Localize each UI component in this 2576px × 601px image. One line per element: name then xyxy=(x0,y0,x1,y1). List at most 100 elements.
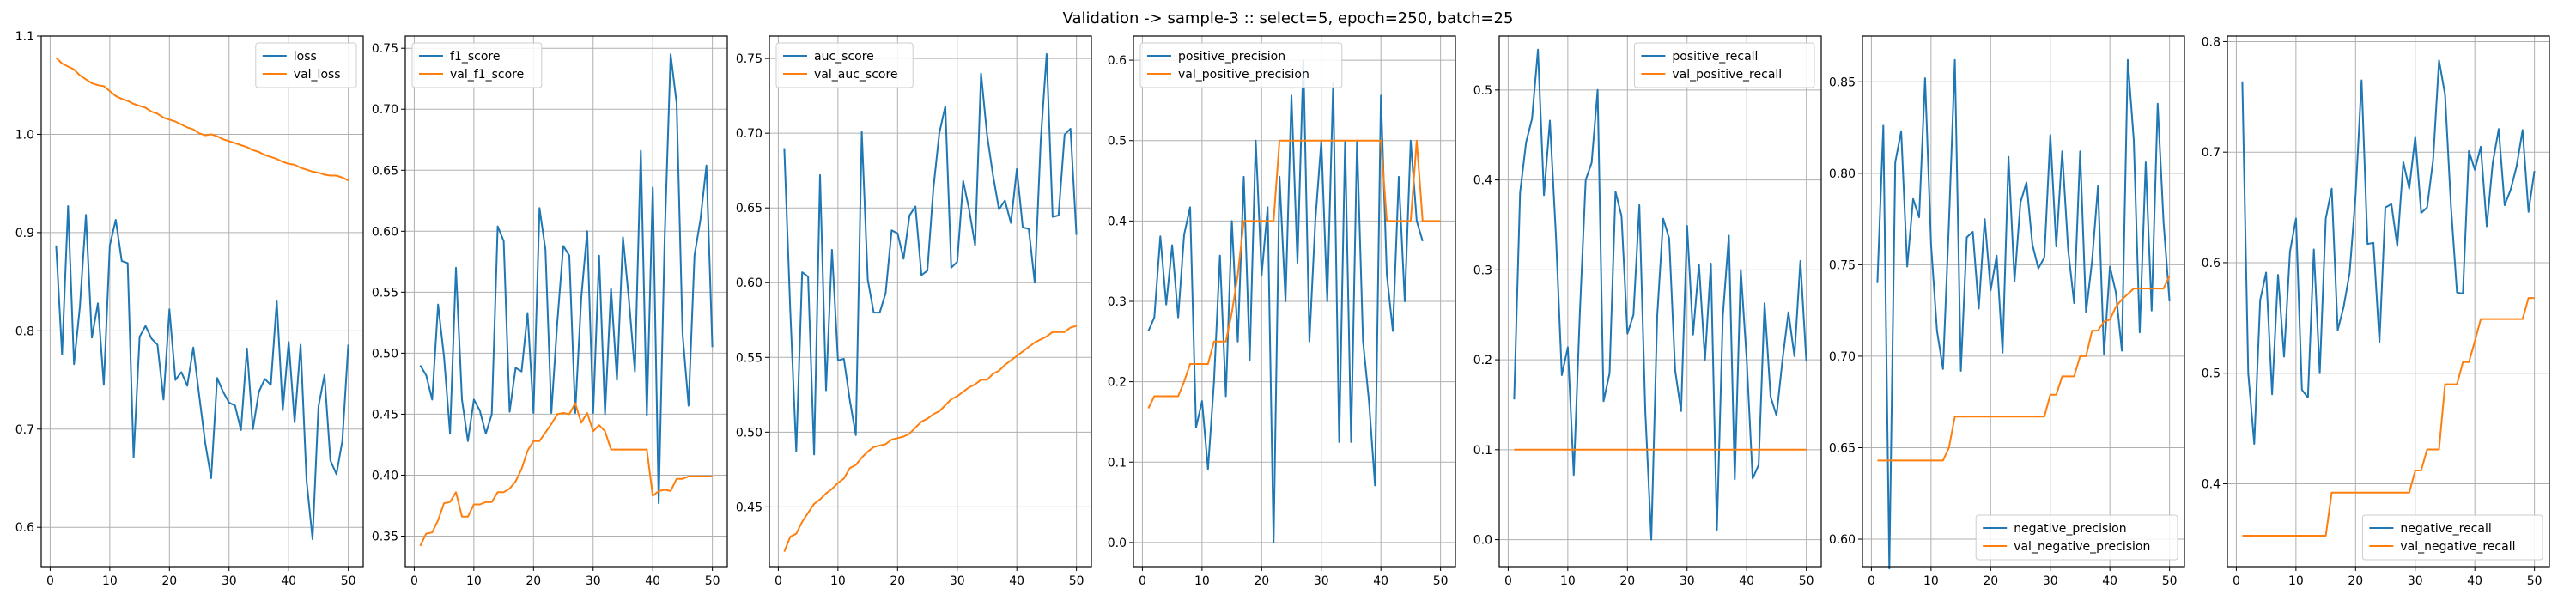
y-tick-label: 0.55 xyxy=(736,351,762,365)
x-tick-label: 20 xyxy=(1983,574,1998,588)
legend-label: f1_score xyxy=(450,50,500,64)
chart-panel-4: 0 10 20 30 40 50 0.0 0.1 0.2 0.3 0.4 0.5 0.6 positive… xyxy=(1108,35,1456,588)
y-tick-label: 0.70 xyxy=(1829,350,1856,364)
y-tick-label: 0.35 xyxy=(372,530,398,543)
legend-box xyxy=(1633,42,1815,88)
x-tick-label: 20 xyxy=(890,574,905,588)
y-tick-label: 0.60 xyxy=(372,225,398,239)
x-tick-label: 40 xyxy=(645,574,660,588)
y-tick-label: 0.40 xyxy=(372,469,398,483)
x-tick-label: 0 xyxy=(410,574,418,588)
legend-box xyxy=(1139,42,1343,88)
x-tick-label: 30 xyxy=(2043,574,2058,588)
y-tick-label: 0.6 xyxy=(2202,257,2221,270)
y-tick-label: 0.2 xyxy=(1108,376,1127,390)
legend-label: positive_recall xyxy=(1672,50,1758,64)
series-line-loss xyxy=(55,205,349,540)
x-tick-label: 10 xyxy=(2288,574,2304,588)
x-tick-label: 20 xyxy=(161,574,177,588)
x-tick-label: 0 xyxy=(46,574,54,588)
series-line-f1-score xyxy=(419,53,714,505)
series-line-val-loss xyxy=(55,57,349,182)
chart-panel-5: 0 10 20 30 40 50 0.0 0.1 0.2 0.3 0.4 0.5 positive_re… xyxy=(1473,35,1822,588)
legend-label: val_negative_recall xyxy=(2400,540,2515,554)
legend-label: positive_precision xyxy=(1178,50,1285,64)
legend: f1_score val_f1_score xyxy=(411,42,543,88)
legend: positive_precision val_positive_precision xyxy=(1139,42,1343,88)
x-tick-label: 50 xyxy=(705,574,720,588)
figure-title: Validation -> sample-3 :: select=5, epoc… xyxy=(1063,9,1514,27)
legend-label: val_loss xyxy=(294,68,341,82)
y-tick-label: 0.50 xyxy=(372,347,398,361)
x-tick-label: 0 xyxy=(2233,574,2240,588)
axes-frame xyxy=(1862,35,2185,568)
axes-frame xyxy=(40,35,364,568)
legend-label: loss xyxy=(294,50,317,64)
chart-panel-6: 0 10 20 30 40 50 0.60 0.65 0.70 0.75 0.80 0.85 negat… xyxy=(1829,35,2185,588)
series-line-val-auc-score xyxy=(783,325,1077,552)
x-tick-label: 0 xyxy=(1504,574,1512,588)
series-line-val-positive-precision xyxy=(1147,139,1441,409)
y-tick-label: 0.70 xyxy=(736,127,762,141)
series-line-positive-recall xyxy=(1513,48,1807,541)
legend: positive_recall val_positive_recall xyxy=(1633,42,1815,88)
x-tick-label: 30 xyxy=(586,574,601,588)
y-tick-label: 0.55 xyxy=(372,286,398,300)
legend-label: val_auc_score xyxy=(814,68,898,82)
y-tick-label: 0.4 xyxy=(1473,174,1492,188)
y-tick-label: 0.75 xyxy=(1829,258,1856,272)
x-tick-label: 30 xyxy=(1314,574,1329,588)
y-tick-label: 0.0 xyxy=(1108,537,1127,550)
y-tick-label: 0.75 xyxy=(736,52,762,66)
y-tick-label: 0.5 xyxy=(1473,84,1492,98)
x-tick-label: 40 xyxy=(1373,574,1388,588)
y-tick-label: 0.1 xyxy=(1108,456,1127,470)
y-tick-label: 0.5 xyxy=(2202,367,2221,381)
axes-frame xyxy=(1498,35,1822,568)
legend-label: val_positive_recall xyxy=(1672,68,1782,82)
y-tick-label: 0.60 xyxy=(736,276,762,290)
x-tick-label: 40 xyxy=(2467,574,2482,588)
x-tick-label: 0 xyxy=(775,574,782,588)
chart-panel-1: 0 10 20 30 40 50 0.6 0.7 0.8 0.9 1.0 1.1 loss val_los… xyxy=(15,30,364,588)
y-tick-label: 0.7 xyxy=(2202,146,2221,160)
x-tick-label: 40 xyxy=(2102,574,2117,588)
series-line-positive-precision xyxy=(1147,59,1424,543)
legend: loss val_loss xyxy=(255,42,357,88)
y-tick-label: 1.1 xyxy=(15,30,34,44)
chart-panel-3: 0 10 20 30 40 50 0.45 0.50 0.55 0.60 0.65 0.70 0.75 a… xyxy=(736,35,1092,588)
series-line-val-negative-precision xyxy=(1877,275,2171,462)
y-tick-label: 0.45 xyxy=(736,501,762,514)
y-tick-label: 0.70 xyxy=(372,103,398,117)
y-tick-label: 0.2 xyxy=(1473,354,1492,367)
y-tick-label: 0.75 xyxy=(372,42,398,56)
legend-label: val_f1_score xyxy=(450,68,524,82)
x-tick-label: 30 xyxy=(1680,574,1695,588)
y-tick-label: 0.65 xyxy=(1829,441,1856,455)
legend-label: negative_recall xyxy=(2400,522,2491,536)
x-tick-label: 10 xyxy=(830,574,846,588)
y-tick-label: 0.6 xyxy=(1108,54,1127,68)
series-line-negative-precision xyxy=(1876,58,2171,570)
legend-label: val_positive_precision xyxy=(1178,68,1309,82)
y-tick-label: 0.4 xyxy=(1108,215,1127,228)
x-tick-label: 10 xyxy=(102,574,118,588)
x-tick-label: 40 xyxy=(281,574,296,588)
legend: auc_score val_auc_score xyxy=(775,42,914,88)
y-tick-label: 0.65 xyxy=(372,164,398,178)
legend-box xyxy=(2361,514,2543,561)
y-tick-label: 1.0 xyxy=(15,128,34,142)
x-tick-label: 40 xyxy=(1739,574,1754,588)
y-tick-label: 0.3 xyxy=(1108,295,1127,309)
axes-frame xyxy=(2227,35,2550,568)
x-tick-label: 10 xyxy=(466,574,482,588)
legend-box xyxy=(775,42,914,88)
series-line-negative-recall xyxy=(2241,59,2536,446)
legend-label: val_negative_precision xyxy=(2014,540,2150,554)
x-tick-label: 20 xyxy=(1619,574,1635,588)
x-tick-label: 50 xyxy=(341,574,356,588)
x-tick-label: 50 xyxy=(2527,574,2543,588)
legend: negative_precision val_negative_precision xyxy=(1975,514,2178,561)
y-tick-label: 0.50 xyxy=(736,426,762,440)
x-tick-label: 0 xyxy=(1868,574,1875,588)
